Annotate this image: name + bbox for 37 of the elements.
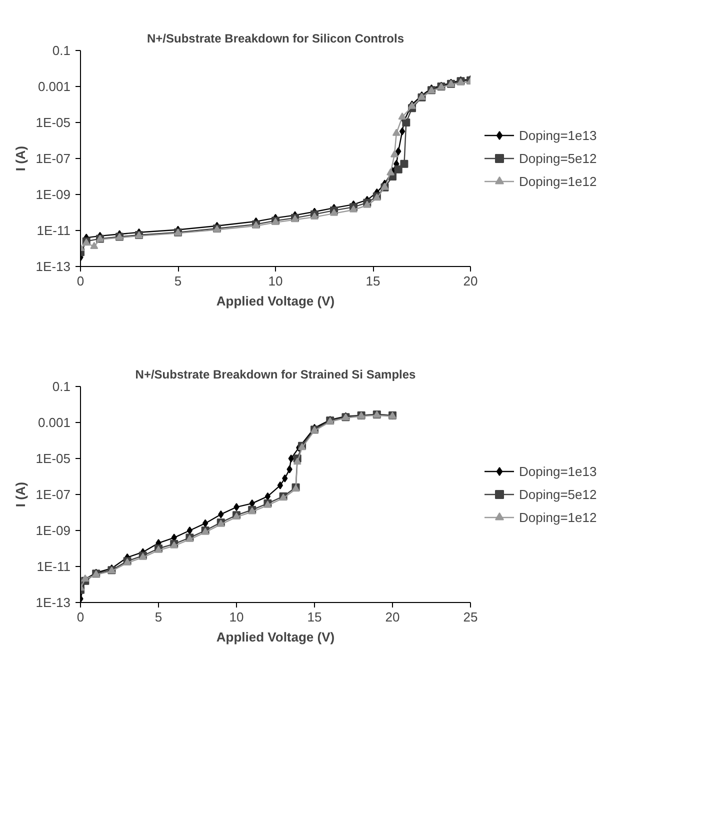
y-tick-label: 1E-11 [36, 559, 71, 574]
y-tick-label: 1E-09 [36, 187, 71, 202]
y-tick-label: 0.1 [52, 379, 71, 394]
x-tick-label: 15 [366, 274, 380, 288]
y-tick-label: 1E-07 [36, 487, 71, 502]
chart-title: N+/Substrate Breakdown for Strained Si Samples [135, 368, 416, 382]
chart-title: N+/Substrate Breakdown for Silicon Controls [146, 32, 404, 46]
y-tick-label: 1E-05 [36, 115, 71, 130]
y-tick-label: 0.001 [38, 79, 71, 94]
legend-label: Doping=1e12 [519, 510, 597, 524]
x-tick-label: 20 [463, 274, 478, 288]
y-axis-title: I (A) [12, 482, 28, 508]
y-tick-label: 1E-05 [36, 451, 71, 466]
y-tick-label: 1E-09 [36, 523, 71, 538]
legend-label: Doping=1e13 [519, 128, 597, 142]
y-tick-label: 0.1 [52, 43, 71, 58]
legend-label: Doping=1e12 [519, 174, 597, 188]
x-tick-label: 0 [76, 610, 84, 624]
x-tick-label: 5 [154, 610, 162, 624]
y-tick-label: 1E-07 [36, 151, 71, 166]
legend-label: Doping=1e13 [519, 464, 597, 478]
x-tick-label: 25 [463, 610, 478, 624]
x-axis-title: Applied Voltage (V) [216, 294, 335, 308]
legend-label: Doping=5e12 [519, 486, 597, 502]
x-axis-title: Applied Voltage (V) [216, 630, 335, 644]
y-tick-label: 1E-13 [36, 595, 71, 610]
x-tick-label: 10 [229, 610, 244, 624]
y-tick-label: 1E-13 [36, 259, 71, 274]
y-axis-title: I (A) [12, 146, 28, 172]
y-tick-label: 0.001 [38, 415, 71, 430]
y-tick-label: 1E-11 [36, 223, 71, 238]
x-tick-label: 5 [174, 274, 182, 288]
x-tick-label: 15 [307, 610, 322, 624]
legend-label: Doping=5e12 [519, 150, 597, 166]
x-tick-label: 0 [76, 274, 84, 288]
x-tick-label: 10 [268, 274, 283, 288]
x-tick-label: 20 [385, 610, 400, 624]
